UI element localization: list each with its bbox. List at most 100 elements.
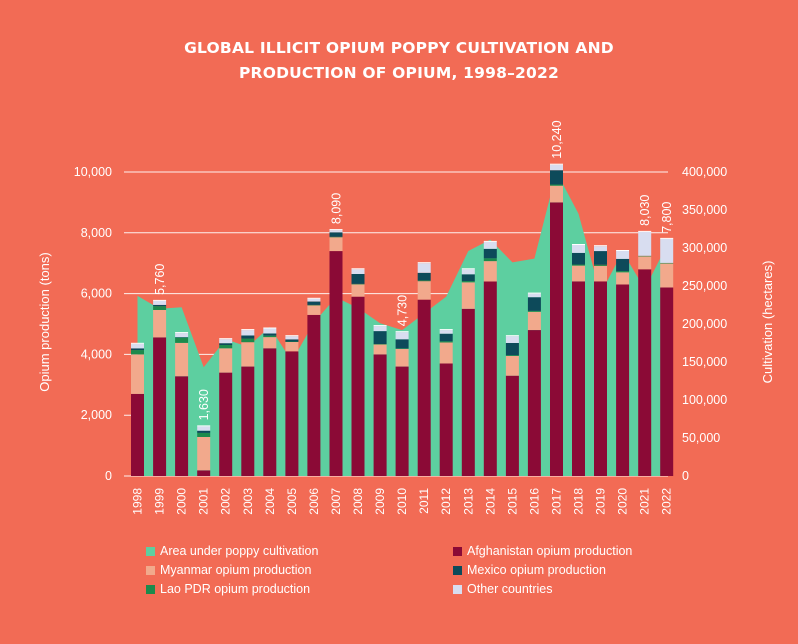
bar-segment-2019-2 — [594, 264, 607, 266]
bar-segment-2005-3 — [285, 339, 299, 342]
y-left-tick-label: 8,000 — [81, 226, 112, 240]
bar-cap — [241, 329, 255, 331]
bar-segment-1999-3 — [153, 304, 167, 307]
bar-segment-2014-3 — [483, 248, 497, 259]
chart-title-line-1: GLOBAL ILLICIT OPIUM POPPY CULTIVATION A… — [184, 39, 614, 57]
bar-segment-2012-3 — [439, 333, 453, 342]
bar-cap — [527, 292, 541, 294]
chart-title-line-2: PRODUCTION OF OPIUM, 1998–2022 — [239, 64, 559, 82]
bar-segment-2017-3 — [550, 170, 563, 185]
bar-segment-2007-1 — [329, 237, 343, 252]
bar-segment-2008-0 — [351, 296, 365, 476]
bar-segment-2015-1 — [505, 355, 519, 376]
x-tick-label-1999: 1999 — [153, 488, 167, 515]
bar-segment-2013-4 — [461, 269, 475, 275]
bar-segment-2014-1 — [483, 261, 497, 282]
legend-item: Afghanistan opium production — [453, 543, 632, 559]
bar-segment-2019-1 — [594, 265, 607, 282]
y-right-tick-label: 100,000 — [682, 393, 727, 407]
legend-swatch — [453, 584, 462, 594]
bar-segment-2012-4 — [439, 330, 453, 334]
legend-swatch — [453, 565, 462, 575]
bar-segment-2021-2 — [638, 255, 652, 257]
bar-segment-2004-2 — [263, 335, 277, 338]
bar-segment-2009-3 — [373, 331, 387, 344]
bar-segment-2020-0 — [616, 284, 630, 476]
bar-cap — [197, 425, 211, 427]
bar-segment-2013-2 — [461, 281, 475, 283]
bar-cap — [329, 229, 343, 231]
y-right-tick-label: 300,000 — [682, 241, 727, 255]
bar-segment-2015-2 — [505, 355, 519, 356]
x-tick-label-2005: 2005 — [285, 488, 299, 515]
x-tick-label-2019: 2019 — [594, 488, 608, 515]
bar-segment-2001-4 — [197, 426, 211, 431]
bar-segment-2002-4 — [219, 339, 233, 344]
y-left-tick-label: 2,000 — [81, 408, 112, 422]
bar-segment-2001-1 — [197, 436, 211, 471]
bar-segment-1998-3 — [131, 348, 144, 351]
total-label-2021: 8,030 — [638, 195, 652, 226]
bar-segment-2015-0 — [505, 375, 519, 476]
legend-item: Lao PDR opium production — [146, 581, 310, 597]
bar-segment-2018-0 — [572, 281, 585, 476]
bar-segment-2020-1 — [616, 272, 630, 285]
x-tick-label-2007: 2007 — [329, 488, 343, 515]
legend-swatch — [146, 565, 155, 575]
bar-segment-2000-0 — [175, 376, 189, 476]
bar-segment-2004-4 — [263, 328, 277, 334]
bar-cap — [373, 325, 387, 327]
bar-segment-2004-0 — [263, 348, 277, 476]
bar-segment-2006-2 — [307, 304, 321, 306]
bar-segment-2011-0 — [417, 299, 431, 476]
bar-segment-2007-3 — [329, 232, 343, 237]
bar-segment-2015-3 — [505, 343, 519, 356]
bar-segment-2011-2 — [417, 280, 431, 282]
legend-swatch — [146, 584, 155, 594]
legend-label: Area under poppy cultivation — [160, 544, 319, 558]
legend-label: Other countries — [467, 582, 553, 596]
legend-label: Myanmar opium production — [160, 563, 312, 577]
bar-segment-2009-1 — [373, 344, 387, 355]
bar-segment-2012-2 — [439, 341, 453, 343]
y-right-axis-label: Cultivation (hectares) — [760, 261, 775, 384]
bar-cap — [439, 329, 453, 331]
total-label-2022: 7,800 — [660, 202, 674, 233]
bar-segment-1999-0 — [153, 337, 167, 476]
x-tick-label-2003: 2003 — [241, 488, 255, 515]
bar-segment-2007-4 — [329, 230, 343, 233]
bar-segment-2022-2 — [660, 262, 674, 264]
x-tick-label-2013: 2013 — [461, 488, 475, 515]
x-tick-label-2006: 2006 — [307, 488, 321, 515]
bar-segment-2003-2 — [241, 338, 255, 343]
x-tick-label-2012: 2012 — [439, 488, 453, 515]
x-tick-label-2021: 2021 — [638, 488, 652, 515]
bar-segment-2009-4 — [373, 326, 387, 332]
bar-segment-2012-1 — [439, 342, 453, 364]
legend-item: Mexico opium production — [453, 562, 606, 578]
legend-item: Area under poppy cultivation — [146, 543, 318, 559]
bar-segment-2000-2 — [175, 337, 189, 343]
bar-cap — [307, 297, 321, 299]
bar-segment-2002-0 — [219, 372, 233, 476]
legend-label: Afghanistan opium production — [467, 544, 633, 558]
x-tick-label-2017: 2017 — [550, 488, 564, 515]
bar-segment-2017-0 — [550, 202, 563, 476]
bar-segment-2022-1 — [660, 263, 674, 288]
bar-cap — [616, 250, 630, 251]
legend-label: Lao PDR opium production — [160, 582, 311, 596]
legend-item: Myanmar opium production — [146, 562, 311, 578]
x-tick-label-2020: 2020 — [616, 488, 630, 515]
y-left-tick-label: 10,000 — [74, 165, 112, 179]
bar-segment-2006-1 — [307, 305, 321, 315]
bar-segment-2003-1 — [241, 342, 255, 367]
bar-segment-2019-0 — [594, 281, 607, 476]
x-tick-label-2015: 2015 — [505, 488, 519, 515]
bar-cap — [572, 244, 585, 245]
y-right-tick-label: 50,000 — [682, 431, 720, 445]
bar-segment-2005-2 — [285, 341, 299, 342]
total-label-2017: 10,240 — [550, 120, 564, 158]
x-tick-label-2022: 2022 — [660, 488, 674, 515]
bar-segment-2008-1 — [351, 284, 365, 297]
bar-segment-2008-3 — [351, 274, 365, 284]
